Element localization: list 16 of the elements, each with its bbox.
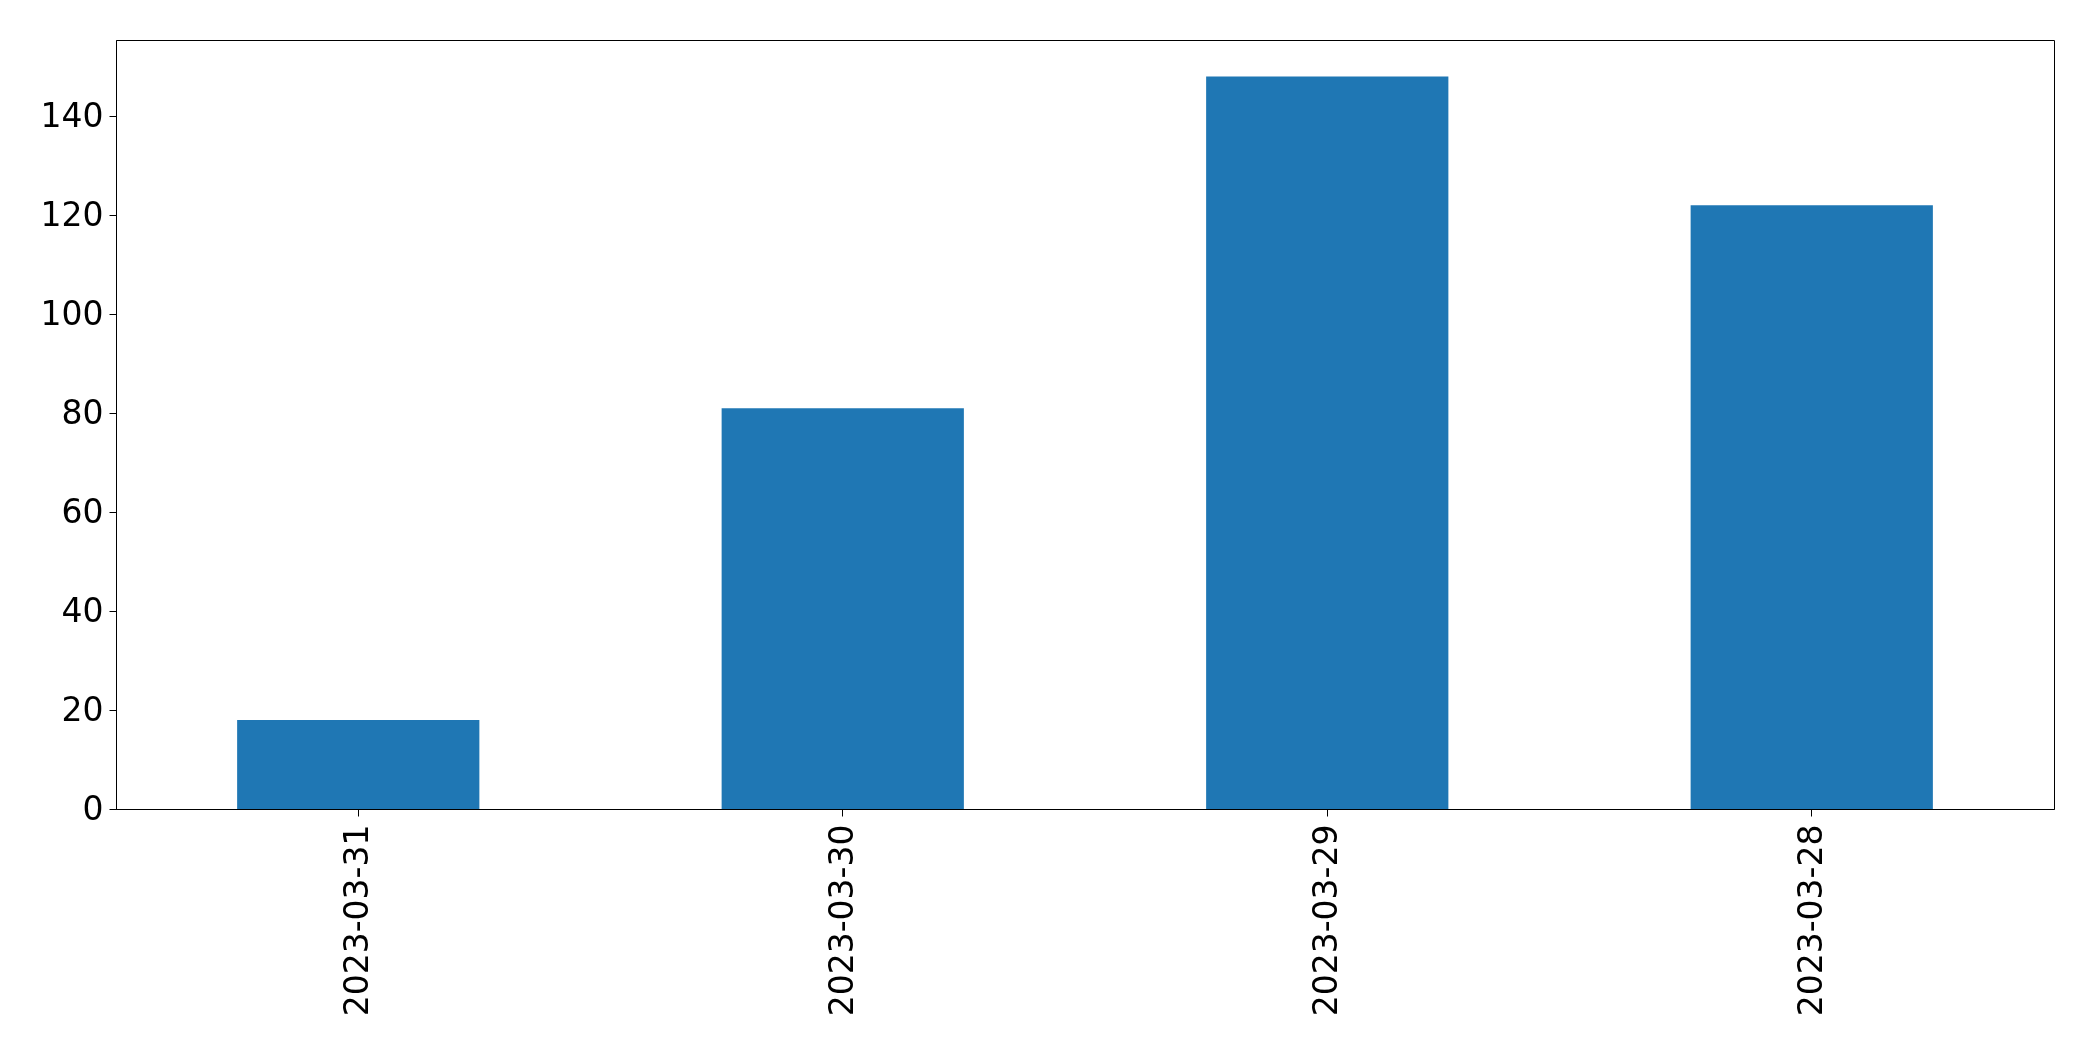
y-tick-label: 140 xyxy=(40,95,104,135)
y-tick-label: 80 xyxy=(61,392,104,432)
bar xyxy=(1206,76,1449,809)
x-tick-label: 2023-03-30 xyxy=(821,824,861,1017)
y-tick-label: 100 xyxy=(40,293,104,333)
x-tick-label: 2023-03-28 xyxy=(1790,824,1830,1017)
y-tick-label: 40 xyxy=(61,590,104,630)
bar xyxy=(1690,205,1933,809)
x-tick-label: 2023-03-31 xyxy=(337,824,377,1017)
y-tick-label: 60 xyxy=(61,491,104,531)
bar xyxy=(721,408,964,809)
y-tick-label: 20 xyxy=(61,689,104,729)
y-tick-label: 0 xyxy=(82,788,104,828)
bar xyxy=(237,719,480,809)
y-tick-label: 120 xyxy=(40,194,104,234)
x-tick-label: 2023-03-29 xyxy=(1306,824,1346,1017)
